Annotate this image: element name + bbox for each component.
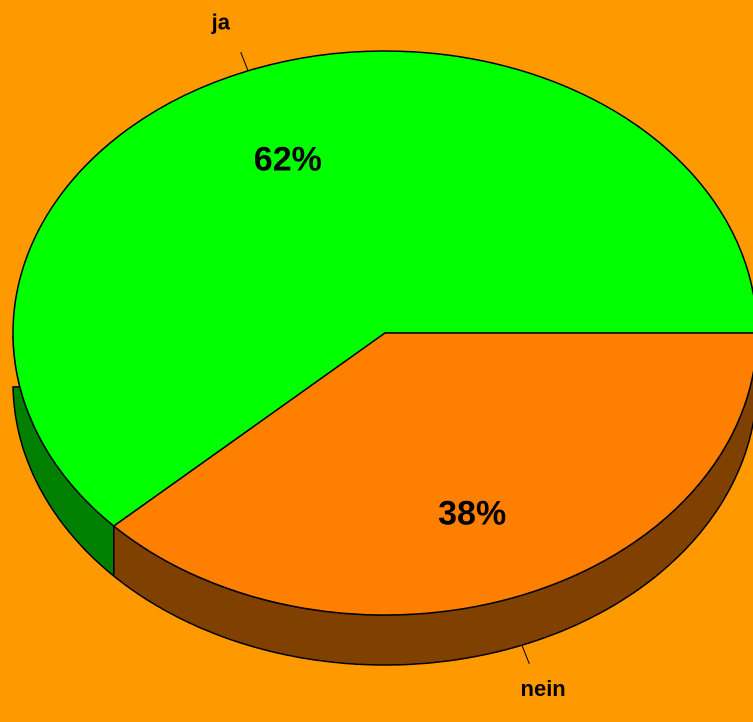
value-label: 62% (254, 141, 322, 179)
leader-line (240, 52, 249, 71)
slice (12, 50, 753, 527)
category-label: ja (211, 9, 231, 34)
slice (112, 332, 753, 616)
leader-line (521, 645, 530, 664)
category-label: nein (521, 676, 566, 701)
value-label: 38% (438, 494, 506, 532)
